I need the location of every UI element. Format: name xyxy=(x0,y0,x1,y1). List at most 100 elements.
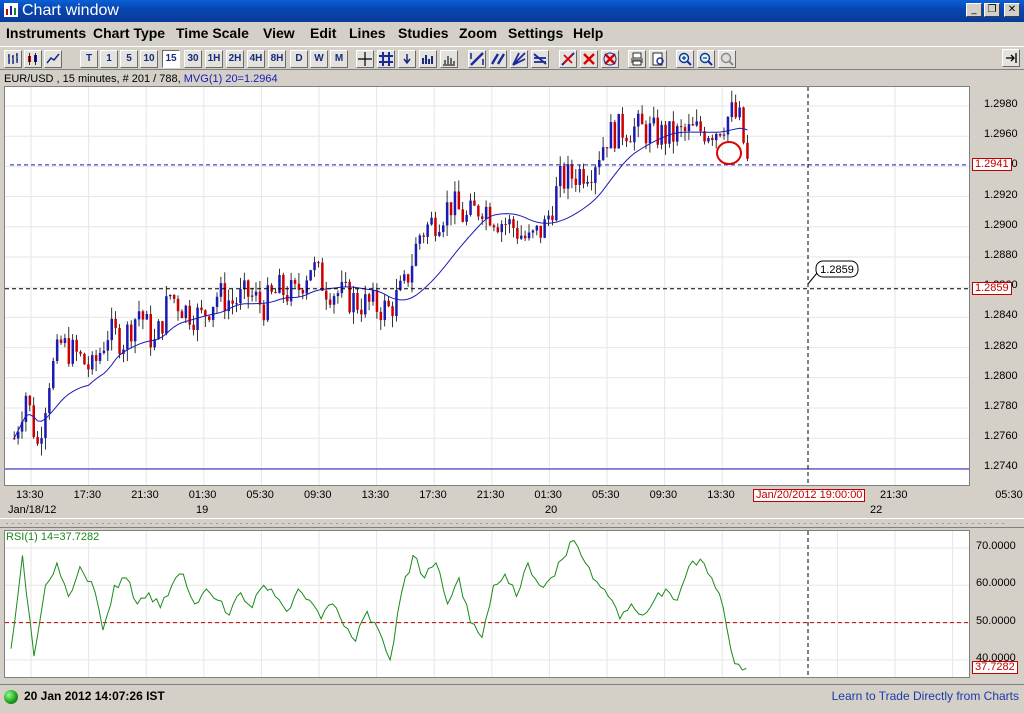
candle xyxy=(644,120,648,150)
delete-line-icon[interactable] xyxy=(559,50,577,68)
zoom-out-icon[interactable] xyxy=(697,50,715,68)
candle xyxy=(360,298,363,322)
mvg-info: MVG(1) 20=1.2964 xyxy=(183,73,278,85)
print-preview-icon[interactable] xyxy=(649,50,667,68)
bar-chart-icon[interactable] xyxy=(4,50,22,68)
time-tick-label: 13:30 xyxy=(707,489,735,501)
timeframe-8h[interactable]: 8H xyxy=(268,50,286,68)
candle xyxy=(438,224,441,238)
candle xyxy=(328,293,332,309)
candle xyxy=(274,288,277,294)
timeframe-15m[interactable]: 15 xyxy=(162,50,180,68)
candle xyxy=(629,135,632,143)
grid-icon[interactable] xyxy=(377,50,395,68)
pin-panel-icon[interactable] xyxy=(1002,49,1020,67)
line-chart-icon[interactable] xyxy=(44,50,62,68)
candle xyxy=(488,202,492,227)
candle xyxy=(313,256,316,277)
delete-icon[interactable] xyxy=(580,50,598,68)
candle xyxy=(461,201,464,223)
level-price-box: 1.2859 xyxy=(972,281,1012,295)
rsi-tick-label: 70.0000 xyxy=(976,540,1016,552)
candle xyxy=(254,282,258,302)
zoom-reset-icon[interactable] xyxy=(718,50,736,68)
candle xyxy=(676,123,679,146)
restore-button[interactable]: ❐ xyxy=(984,3,1000,17)
candle xyxy=(492,223,496,232)
candle xyxy=(63,333,67,348)
panel-splitter[interactable] xyxy=(0,518,1024,528)
menu-view[interactable]: View xyxy=(263,25,295,41)
menu-lines[interactable]: Lines xyxy=(349,25,386,41)
minimize-button[interactable]: _ xyxy=(966,3,982,17)
histogram-icon[interactable] xyxy=(440,50,458,68)
print-icon[interactable] xyxy=(628,50,646,68)
timeframe-1m[interactable]: 1 xyxy=(100,50,118,68)
draw-fan-icon[interactable] xyxy=(510,50,528,68)
timeframe-tick[interactable]: T xyxy=(80,50,98,68)
vertical-scrollbar[interactable] xyxy=(1018,86,1024,486)
candle xyxy=(562,162,566,194)
menu-settings[interactable]: Settings xyxy=(508,25,564,41)
rsi-label: RSI(1) 14=37.7282 xyxy=(6,531,100,543)
candle xyxy=(652,106,656,127)
candle xyxy=(215,292,219,314)
price-circle-marker xyxy=(716,141,742,165)
candle xyxy=(679,119,683,138)
timeframe-30m[interactable]: 30 xyxy=(184,50,202,68)
candle xyxy=(500,220,503,242)
price-chart[interactable]: 1.2859 xyxy=(5,87,1011,485)
timeframe-day[interactable]: D xyxy=(290,50,308,68)
candle xyxy=(715,132,718,149)
rsi-panel[interactable] xyxy=(4,530,970,678)
time-tick-label: 09:30 xyxy=(304,489,332,501)
timeframe-1h[interactable]: 1H xyxy=(205,50,223,68)
candle xyxy=(67,326,71,367)
candle xyxy=(445,190,449,236)
timeframe-5m[interactable]: 5 xyxy=(120,50,138,68)
candle-chart-icon[interactable] xyxy=(24,50,42,68)
candle xyxy=(473,192,476,206)
crosshair-icon[interactable] xyxy=(356,50,374,68)
timeframe-month[interactable]: M xyxy=(330,50,348,68)
candle xyxy=(208,315,211,323)
timeframe-2h[interactable]: 2H xyxy=(226,50,244,68)
draw-channel-icon[interactable] xyxy=(489,50,507,68)
candle xyxy=(32,397,35,439)
candle xyxy=(169,294,172,300)
volume-icon[interactable] xyxy=(419,50,437,68)
menu-studies[interactable]: Studies xyxy=(398,25,449,41)
timeframe-4h[interactable]: 4H xyxy=(247,50,265,68)
draw-line-icon[interactable] xyxy=(468,50,486,68)
rsi-chart[interactable] xyxy=(5,531,969,677)
candle xyxy=(126,321,129,362)
close-button[interactable]: ✕ xyxy=(1004,3,1020,17)
zoom-in-icon[interactable] xyxy=(676,50,694,68)
menu-edit[interactable]: Edit xyxy=(310,25,337,41)
timeframe-10m[interactable]: 10 xyxy=(140,50,158,68)
menu-instruments[interactable]: Instruments xyxy=(6,25,87,41)
candle xyxy=(24,392,28,432)
price-tick-label: 1.2920 xyxy=(984,188,1018,201)
candle xyxy=(621,107,624,146)
learn-link[interactable]: Learn to Trade Directly from Charts xyxy=(831,689,1019,703)
candle xyxy=(364,285,367,318)
info-arrow-icon[interactable] xyxy=(398,50,416,68)
price-tick-label: 1.2880 xyxy=(984,249,1018,261)
menu-zoom[interactable]: Zoom xyxy=(459,25,498,41)
candle xyxy=(508,214,511,234)
menu-time-scale[interactable]: Time Scale xyxy=(176,25,249,41)
price-chart-panel[interactable]: 1.2859 xyxy=(4,86,1011,486)
candle xyxy=(344,272,347,287)
menu-help[interactable]: Help xyxy=(573,25,604,41)
candle xyxy=(196,303,199,342)
date-tick-label: 22 xyxy=(870,504,883,516)
candle xyxy=(282,272,285,303)
candle xyxy=(52,357,55,391)
menu-chart-type[interactable]: Chart Type xyxy=(93,25,166,41)
delete-all-icon[interactable] xyxy=(601,50,619,68)
timeframe-week[interactable]: W xyxy=(310,50,328,68)
draw-fibonacci-icon[interactable] xyxy=(531,50,549,68)
candle xyxy=(691,116,695,126)
candle xyxy=(726,116,730,142)
